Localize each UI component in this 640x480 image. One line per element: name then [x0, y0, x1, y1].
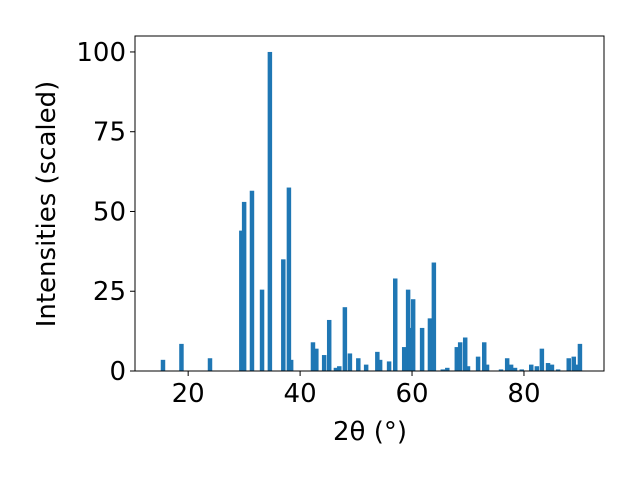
bar	[504, 358, 510, 371]
x-tick-label: 40	[284, 379, 317, 409]
bar	[445, 367, 450, 371]
bar	[457, 342, 463, 371]
y-tick-label: 50	[93, 197, 126, 227]
y-tick-label: 75	[93, 118, 126, 148]
bar	[356, 358, 361, 371]
bar	[160, 359, 166, 371]
bar	[410, 299, 416, 371]
bar	[267, 51, 273, 371]
y-axis-label: Intensities (scaled)	[32, 81, 62, 328]
bar	[241, 201, 247, 371]
y-tick-label: 25	[93, 277, 126, 307]
bar	[326, 319, 332, 371]
bar	[393, 278, 398, 371]
bar	[465, 366, 471, 371]
bar	[508, 364, 514, 371]
bar	[574, 364, 580, 371]
bar	[207, 358, 213, 371]
bar	[519, 369, 524, 371]
bar	[286, 187, 292, 371]
bar	[427, 318, 433, 371]
bar	[539, 348, 545, 371]
bar	[529, 364, 534, 371]
bar	[545, 363, 551, 371]
bar	[475, 356, 481, 371]
bar	[401, 347, 407, 371]
bar	[321, 355, 327, 371]
x-axis-label: 2θ (°)	[333, 417, 407, 447]
bar	[363, 364, 369, 371]
bar	[419, 327, 425, 371]
x-tick-label: 80	[507, 379, 540, 409]
bar	[440, 369, 446, 371]
bar	[375, 351, 380, 371]
bar	[462, 337, 468, 371]
bar	[571, 356, 577, 371]
bar	[534, 366, 540, 371]
bar	[454, 347, 460, 371]
bar	[288, 359, 294, 371]
bar	[337, 366, 342, 371]
bar	[179, 343, 184, 371]
bar	[386, 361, 392, 371]
bar	[377, 359, 383, 371]
bar	[407, 327, 413, 371]
bar	[549, 364, 555, 371]
bar	[333, 367, 339, 371]
bar	[310, 342, 316, 371]
bar	[498, 369, 504, 371]
bar	[281, 259, 286, 371]
y-tick-label: 0	[109, 357, 126, 387]
bar	[342, 307, 348, 371]
bar	[431, 262, 437, 371]
bar	[555, 369, 561, 371]
x-tick-label: 60	[395, 379, 428, 409]
bar	[249, 190, 255, 371]
bar	[314, 348, 319, 371]
bar	[512, 367, 518, 371]
y-tick-label: 100	[76, 38, 126, 68]
bar	[481, 342, 487, 371]
bar	[239, 230, 244, 371]
x-tick-label: 20	[172, 379, 205, 409]
plot-frame	[134, 35, 605, 372]
bar	[577, 343, 583, 371]
bar	[484, 364, 490, 371]
bar	[347, 353, 353, 371]
bar	[566, 358, 571, 371]
bar	[259, 289, 265, 371]
